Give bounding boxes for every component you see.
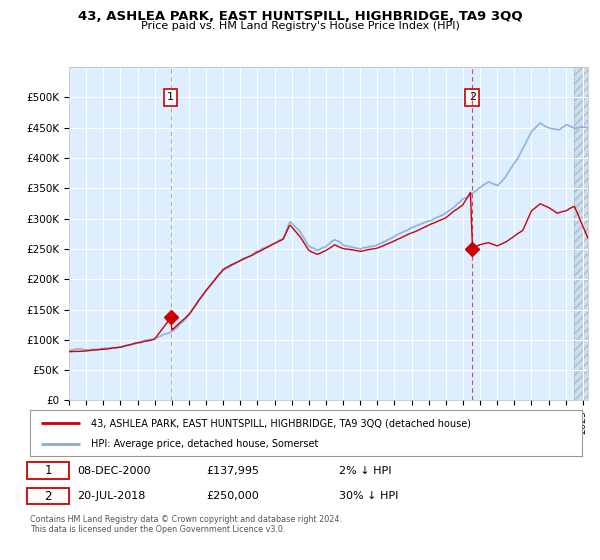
Text: 43, ASHLEA PARK, EAST HUNTSPILL, HIGHBRIDGE, TA9 3QQ (detached house): 43, ASHLEA PARK, EAST HUNTSPILL, HIGHBRI… [91,418,471,428]
Text: 08-DEC-2000: 08-DEC-2000 [77,466,151,475]
FancyBboxPatch shape [27,463,68,479]
Text: £137,995: £137,995 [206,466,260,475]
Text: 43, ASHLEA PARK, EAST HUNTSPILL, HIGHBRIDGE, TA9 3QQ: 43, ASHLEA PARK, EAST HUNTSPILL, HIGHBRI… [77,10,523,23]
Text: 2% ↓ HPI: 2% ↓ HPI [339,466,392,475]
Text: 2: 2 [469,92,476,102]
Text: Price paid vs. HM Land Registry's House Price Index (HPI): Price paid vs. HM Land Registry's House … [140,21,460,31]
Text: 2: 2 [44,489,52,503]
Text: 30% ↓ HPI: 30% ↓ HPI [339,491,398,501]
FancyBboxPatch shape [27,488,68,505]
Text: Contains HM Land Registry data © Crown copyright and database right 2024.: Contains HM Land Registry data © Crown c… [30,515,342,524]
Polygon shape [574,67,588,400]
Text: This data is licensed under the Open Government Licence v3.0.: This data is licensed under the Open Gov… [30,525,286,534]
Text: 20-JUL-2018: 20-JUL-2018 [77,491,145,501]
Text: HPI: Average price, detached house, Somerset: HPI: Average price, detached house, Some… [91,440,318,450]
Text: 1: 1 [44,464,52,477]
Text: 1: 1 [167,92,174,102]
Text: £250,000: £250,000 [206,491,259,501]
